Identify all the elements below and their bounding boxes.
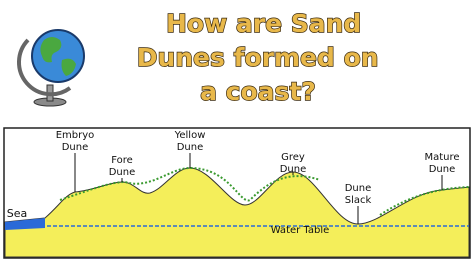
label-line: Embryo (56, 130, 95, 141)
label-line: Fore (111, 155, 133, 166)
dune-label: Yellow Dune (174, 130, 206, 153)
title-line: How are Sand (166, 9, 361, 38)
dune-label: Grey Dune (280, 152, 307, 175)
title-line: a coast? (200, 77, 316, 106)
pointer-lines (74, 153, 443, 224)
dune-label: Mature Dune (424, 152, 459, 175)
label-line: Dune (62, 142, 89, 153)
label-line: Dune (109, 167, 136, 178)
label-line: Grey (281, 152, 305, 163)
label-line: Dune (177, 142, 204, 153)
label-line: Dune (345, 183, 372, 194)
title-line: Dunes formed on (137, 43, 379, 72)
label-line: Yellow (174, 130, 206, 141)
dune-label: Dune Slack (345, 183, 372, 206)
title: How are Sand Dunes formed on a coast? (137, 9, 388, 106)
label-line: Dune (280, 164, 307, 175)
dune-label: Embryo Dune (56, 130, 95, 153)
water-table-label: Water Table (271, 225, 330, 236)
globe-icon (17, 29, 85, 107)
label-line: Dune (429, 164, 456, 175)
sea-label: Sea (7, 207, 28, 220)
label-line: Mature (424, 152, 459, 163)
dune-label: Fore Dune (109, 155, 136, 178)
sea-water (5, 218, 45, 230)
label-line: Slack (345, 195, 372, 206)
vegetation (59, 166, 470, 216)
